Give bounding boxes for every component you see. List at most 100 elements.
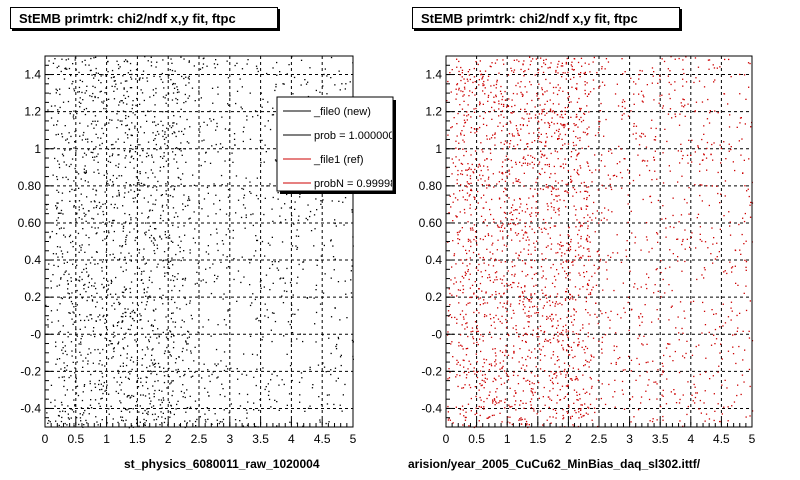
data-point bbox=[130, 219, 132, 221]
data-point bbox=[131, 134, 133, 137]
data-point bbox=[59, 303, 61, 305]
data-point bbox=[47, 422, 49, 424]
data-point bbox=[246, 119, 248, 121]
data-point bbox=[135, 405, 137, 407]
data-point bbox=[192, 237, 195, 239]
data-point bbox=[520, 91, 522, 94]
data-point bbox=[721, 413, 723, 415]
data-point bbox=[254, 298, 256, 301]
data-point bbox=[646, 239, 648, 241]
data-point bbox=[68, 165, 71, 168]
data-point bbox=[151, 154, 153, 156]
data-point bbox=[82, 207, 84, 210]
data-point bbox=[221, 184, 223, 186]
data-point bbox=[689, 246, 691, 248]
data-point bbox=[57, 256, 59, 258]
data-point bbox=[727, 103, 729, 105]
data-point bbox=[567, 234, 569, 236]
data-point bbox=[461, 72, 463, 74]
data-point bbox=[477, 166, 479, 168]
data-point bbox=[147, 60, 149, 62]
data-point bbox=[744, 212, 746, 215]
data-point bbox=[534, 293, 536, 295]
data-point bbox=[569, 78, 572, 80]
data-point bbox=[587, 283, 589, 285]
data-point bbox=[84, 283, 86, 286]
data-point bbox=[475, 267, 477, 269]
data-point bbox=[153, 419, 155, 421]
data-point bbox=[129, 397, 131, 399]
data-point bbox=[724, 180, 727, 182]
data-point bbox=[186, 389, 188, 391]
data-point bbox=[90, 151, 92, 153]
data-point bbox=[165, 336, 168, 338]
data-point bbox=[163, 155, 165, 157]
data-point bbox=[113, 207, 115, 209]
data-point bbox=[131, 122, 133, 124]
data-point bbox=[79, 328, 81, 330]
data-point bbox=[525, 358, 527, 361]
data-point bbox=[590, 387, 593, 389]
data-point bbox=[171, 62, 173, 64]
data-point bbox=[486, 187, 488, 189]
data-point bbox=[194, 400, 197, 402]
data-point bbox=[459, 408, 462, 411]
data-point bbox=[582, 119, 585, 122]
data-point bbox=[468, 69, 471, 71]
data-point bbox=[518, 60, 520, 63]
data-point bbox=[491, 106, 493, 109]
data-point bbox=[151, 406, 153, 408]
data-point bbox=[464, 88, 466, 90]
data-point bbox=[299, 193, 301, 195]
data-point bbox=[214, 67, 216, 69]
data-point bbox=[125, 332, 127, 334]
data-point bbox=[223, 333, 225, 335]
data-point bbox=[468, 95, 470, 97]
data-point bbox=[524, 70, 526, 72]
data-point bbox=[693, 383, 695, 386]
data-point bbox=[567, 106, 569, 109]
data-point bbox=[557, 335, 559, 337]
data-point bbox=[544, 404, 546, 406]
data-point bbox=[463, 366, 465, 368]
data-point bbox=[558, 89, 560, 92]
data-point bbox=[186, 422, 188, 424]
data-point bbox=[459, 364, 461, 366]
data-point bbox=[604, 84, 606, 86]
data-point bbox=[150, 65, 153, 67]
data-point bbox=[554, 225, 557, 227]
data-point bbox=[568, 365, 571, 367]
data-point bbox=[707, 98, 709, 101]
data-point bbox=[264, 303, 266, 305]
data-point bbox=[499, 368, 501, 370]
data-point bbox=[585, 359, 587, 361]
data-point bbox=[492, 134, 494, 136]
data-point bbox=[499, 338, 501, 340]
data-point bbox=[467, 182, 469, 185]
data-point bbox=[135, 69, 138, 71]
data-point bbox=[80, 338, 82, 340]
data-point bbox=[59, 106, 61, 109]
data-point bbox=[132, 318, 134, 320]
data-point bbox=[557, 331, 559, 333]
data-point bbox=[528, 239, 530, 241]
data-point bbox=[181, 334, 183, 336]
data-point bbox=[91, 300, 94, 302]
data-point bbox=[604, 165, 606, 167]
data-point bbox=[529, 56, 531, 58]
data-point bbox=[97, 316, 99, 318]
data-point bbox=[586, 237, 588, 240]
data-point bbox=[94, 370, 97, 372]
data-point bbox=[267, 383, 269, 385]
data-point bbox=[126, 103, 128, 105]
data-point bbox=[467, 270, 469, 273]
data-point bbox=[88, 244, 90, 246]
data-point bbox=[471, 163, 473, 166]
data-point bbox=[80, 354, 82, 356]
data-point bbox=[112, 220, 114, 222]
data-point bbox=[84, 92, 86, 94]
data-point bbox=[144, 422, 146, 424]
data-point bbox=[71, 355, 73, 357]
data-point bbox=[479, 101, 481, 103]
data-point bbox=[129, 312, 132, 314]
